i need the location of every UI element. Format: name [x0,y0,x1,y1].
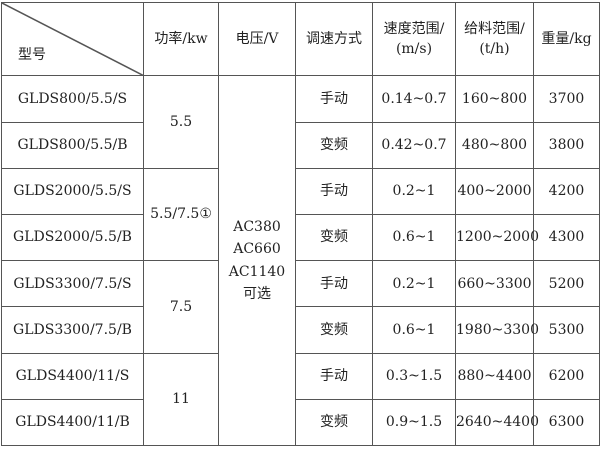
model-cell: GLDS3300/7.5/S [1,260,144,308]
model-cell: GLDS4400/11/S [1,352,144,400]
speed-mode-cell: 变频 [295,213,373,262]
speed-mode-cell: 变频 [295,306,373,354]
speed-range-cell: 0.42~0.7 [372,121,456,169]
header-feed-range: 给料范围/ (t/h) [455,1,534,77]
header-weight: 重量/kg [533,1,600,77]
header-power: 功率/kw [143,1,219,77]
header-row: 型号 功率/kw 电压/V 调速方式 速度范围/ (m/s) 给料范围/ (t/h)… [1,1,600,77]
model-cell: GLDS2000/5.5/B [1,213,144,262]
header-voltage: 电压/V [218,1,296,77]
voltage-option: AC380 [233,218,281,235]
voltage-option: 可选 [243,286,271,303]
speed-range-cell: 0.2~1 [372,260,456,308]
model-cell: GLDS800/5.5/S [1,75,144,123]
weight-cell: 4300 [533,213,600,262]
table-row: GLDS4400/11/B 变频 0.9~1.5 2640~4400 6300 [1,398,600,447]
feed-range-cell: 1980~3300 [455,306,539,354]
power-cell: 5.5 [143,75,219,169]
table-row: GLDS800/5.5/S 5.5 AC380 AC660 AC1140 可选 手动 0.14… [1,75,600,446]
table-row: GLDS2000/5.5/S 5.5/7.5① 手动 0.2~1 400~2000 420… [1,167,600,262]
weight-cell: 6200 [533,352,600,400]
weight-cell: 3800 [533,121,600,169]
diagonal-line [2,3,143,75]
speed-range-cell: 0.6~1 [372,213,456,262]
model-cell: GLDS800/5.5/B [1,121,144,169]
power-cell: 11 [143,352,219,447]
header-speed-mode: 调速方式 [295,1,373,77]
weight-cell: 4200 [533,167,600,215]
feed-range-cell: 400~2000 [455,167,534,215]
table-row: GLDS2000/5.5/B 变频 0.6~1 1200~2000 4300 [1,213,600,262]
feed-range-cell: 480~800 [455,121,534,169]
weight-cell: 6300 [533,398,600,447]
header-feed-unit: (t/h) [479,41,510,58]
speed-range-cell: 0.2~1 [372,167,456,215]
weight-cell: 5200 [533,260,600,308]
voltage-cell: AC380 AC660 AC1140 可选 [218,75,296,446]
feed-range-cell: 880~4400 [455,352,534,400]
voltage-option: AC1140 [228,263,286,280]
feed-range-cell: 2640~4400 [455,398,539,447]
speed-range-cell: 0.6~1 [372,306,456,354]
feed-range-cell: 660~3300 [455,260,534,308]
speed-mode-cell: 变频 [295,121,373,169]
header-model: 型号 [1,1,144,77]
model-cell: GLDS2000/5.5/S [1,167,144,215]
feed-range-cell: 1200~2000 [455,213,539,262]
weight-cell: 3700 [533,75,600,123]
feed-range-cell: 160~800 [455,75,534,123]
header-speed-unit: (m/s) [395,41,433,58]
power-cell: 5.5/7.5① [143,167,219,262]
table-row: GLDS3300/7.5/B 变频 0.6~1 1980~3300 5300 [1,306,600,354]
header-speed-range: 速度范围/ (m/s) [372,1,456,77]
model-cell: GLDS4400/11/B [1,398,144,447]
speed-range-cell: 0.14~0.7 [372,75,456,123]
header-model-label: 型号 [18,47,46,64]
table-row: GLDS3300/7.5/S 7.5 手动 0.2~1 660~3300 5200 [1,260,600,354]
speed-mode-cell: 变频 [295,398,373,447]
speed-range-cell: 0.3~1.5 [372,352,456,400]
power-cell: 7.5 [143,260,219,354]
table-row: GLDS4400/11/S 11 手动 0.3~1.5 880~4400 6200 [1,352,600,447]
speed-mode-cell: 手动 [295,75,373,123]
model-cell: GLDS3300/7.5/B [1,306,144,354]
weight-cell: 5300 [533,306,600,354]
speed-mode-cell: 手动 [295,352,373,400]
header-speed-range-label: 速度范围/ [383,20,445,37]
header-feed-range-label: 给料范围/ [464,20,525,37]
speed-mode-cell: 手动 [295,167,373,215]
speed-mode-cell: 手动 [295,260,373,308]
table-row: GLDS800/5.5/B 变频 0.42~0.7 480~800 3800 [1,121,600,169]
speed-range-cell: 0.9~1.5 [372,398,456,447]
voltage-option: AC660 [233,241,281,258]
